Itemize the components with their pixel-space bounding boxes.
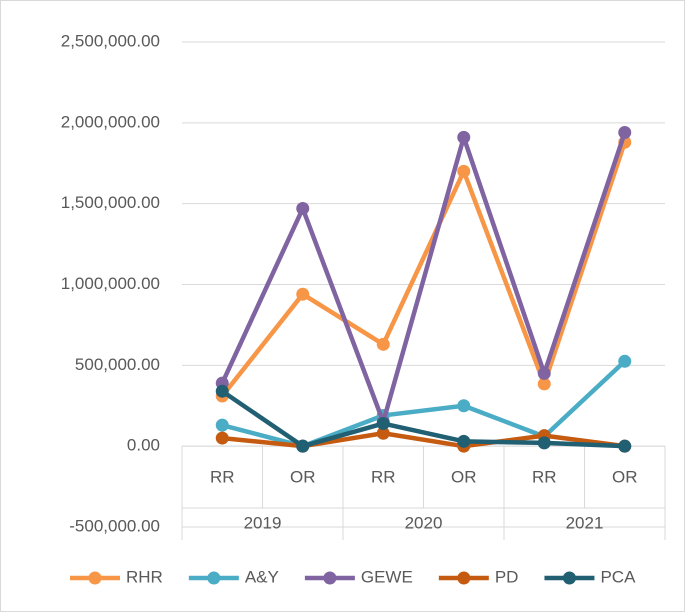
legend-label: PD xyxy=(495,567,519,586)
legend-marker xyxy=(207,571,221,585)
series-line xyxy=(220,141,627,398)
y-tick-label: 1,000,000.00 xyxy=(61,274,160,293)
data-point xyxy=(296,287,310,301)
legend-label: GEWE xyxy=(361,567,413,586)
data-point xyxy=(296,439,310,453)
data-point xyxy=(215,431,229,445)
data-point xyxy=(215,418,229,432)
legend-marker xyxy=(562,571,576,585)
data-point xyxy=(457,434,471,448)
data-point xyxy=(296,202,310,216)
legend-marker xyxy=(457,571,471,585)
data-point xyxy=(537,366,551,380)
data-point xyxy=(457,130,471,144)
group-label: 2019 xyxy=(244,513,282,532)
data-point xyxy=(376,417,390,431)
x-tick-label: RR xyxy=(210,467,235,486)
legend-label: RHR xyxy=(126,567,163,586)
legend-marker xyxy=(88,571,102,585)
data-point xyxy=(537,377,551,391)
x-tick-label: OR xyxy=(451,467,477,486)
data-point xyxy=(457,164,471,178)
y-tick-label: 2,000,000.00 xyxy=(61,112,160,131)
x-tick-label: OR xyxy=(290,467,316,486)
y-tick-label: -500,000.00 xyxy=(69,516,160,535)
group-label: 2020 xyxy=(405,513,443,532)
data-point xyxy=(376,426,390,440)
data-point xyxy=(618,126,632,140)
x-tick-label: RR xyxy=(532,467,557,486)
y-tick-label: 1,500,000.00 xyxy=(61,193,160,212)
x-tick-label: OR xyxy=(612,467,638,486)
group-label: 2021 xyxy=(566,513,604,532)
y-tick-label: 0.00 xyxy=(127,436,160,455)
x-tick-label: RR xyxy=(371,467,396,486)
data-point xyxy=(376,337,390,351)
series-line xyxy=(220,131,627,425)
data-point xyxy=(618,439,632,453)
data-point xyxy=(618,354,632,368)
legend-label: PCA xyxy=(600,567,636,586)
y-tick-label: 2,500,000.00 xyxy=(61,31,160,50)
data-point xyxy=(537,436,551,450)
series-line xyxy=(220,389,625,449)
data-point xyxy=(215,384,229,398)
data-point xyxy=(457,399,471,413)
y-tick-label: 500,000.00 xyxy=(75,355,160,374)
legend-label: A&Y xyxy=(245,567,279,586)
legend-marker xyxy=(323,571,337,585)
series-line xyxy=(222,430,626,449)
